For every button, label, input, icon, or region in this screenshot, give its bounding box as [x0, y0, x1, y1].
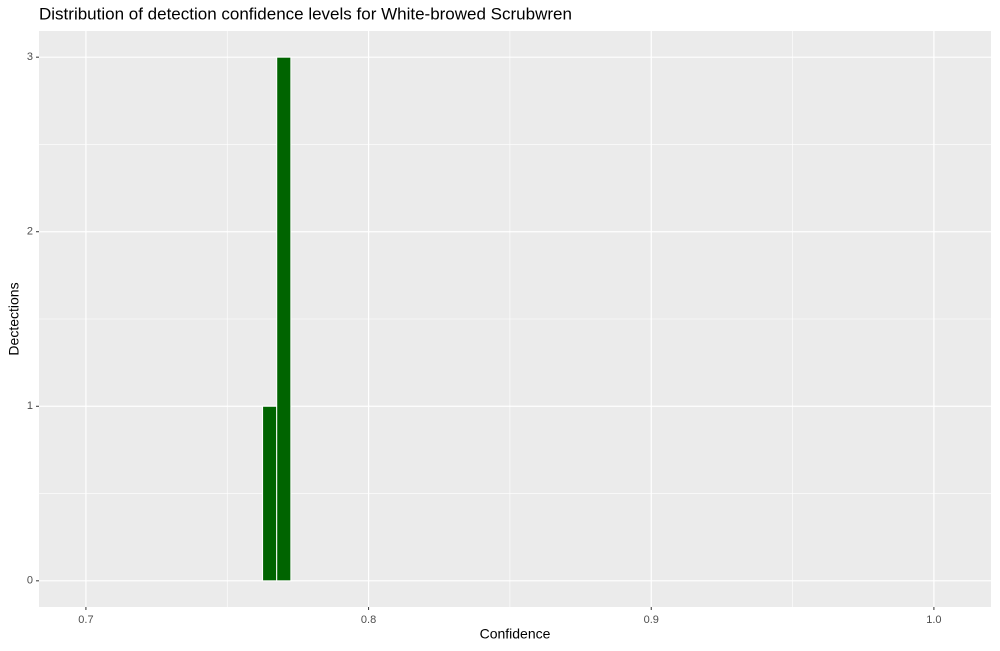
x-axis-label: Confidence	[480, 626, 551, 642]
chart-title: Distribution of detection confidence lev…	[39, 4, 572, 23]
y-tick-label: 3	[27, 51, 33, 63]
x-tick-label: 0.7	[78, 614, 93, 626]
x-tick-label: 0.9	[644, 614, 659, 626]
y-axis-label: Dectections	[6, 282, 22, 355]
bar	[262, 405, 278, 582]
x-tick-label: 0.8	[361, 614, 376, 626]
bar	[276, 56, 292, 582]
y-tick-label: 2	[27, 226, 33, 238]
y-tick-label: 0	[27, 575, 33, 587]
x-tick-label: 1.0	[926, 614, 941, 626]
y-tick-label: 1	[27, 400, 33, 412]
